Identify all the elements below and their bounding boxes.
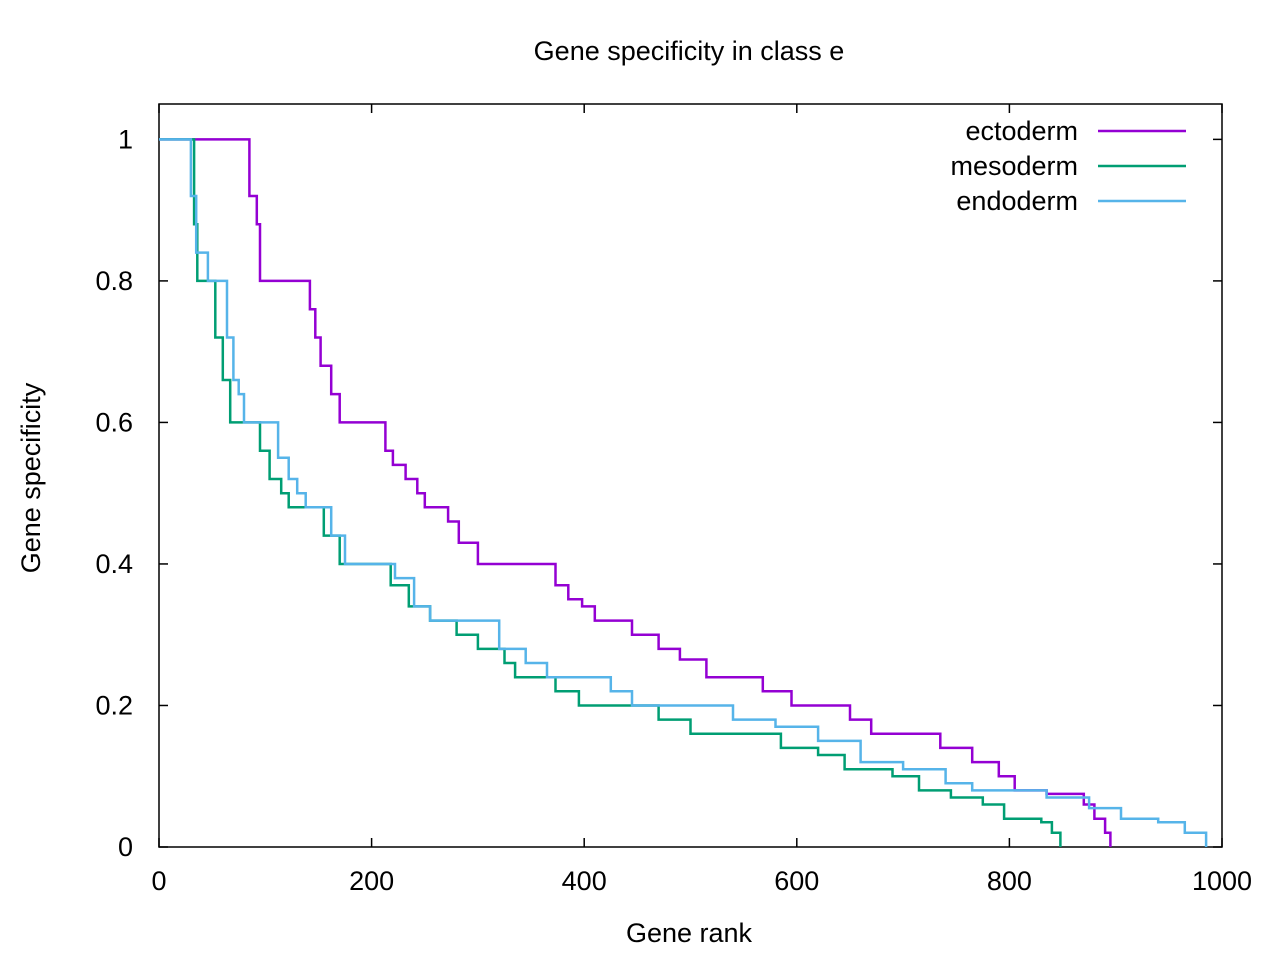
- plot-frame: [158, 103, 1223, 848]
- x-tick-label: 1000: [1192, 866, 1252, 896]
- x-tick-label: 600: [774, 866, 819, 896]
- x-tick-label: 800: [987, 866, 1032, 896]
- y-tick-label: 0.2: [95, 690, 133, 720]
- y-tick-label: 0: [118, 832, 133, 862]
- series-ectoderm-line: [159, 138, 1112, 847]
- y-tick-label: 0.8: [95, 266, 133, 296]
- x-tick-label: 400: [562, 866, 607, 896]
- y-axis-label: Gene specificity: [16, 382, 46, 573]
- axis-ticks: [158, 104, 1223, 848]
- series-endoderm-line: [159, 138, 1208, 847]
- x-axis-label: Gene rank: [626, 918, 753, 948]
- y-tick-label: 0.4: [95, 549, 133, 579]
- y-tick-label: 0.6: [95, 407, 133, 437]
- legend-label-ectoderm: ectoderm: [965, 116, 1078, 146]
- legend-label-mesoderm: mesoderm: [950, 151, 1078, 181]
- x-tick-label: 200: [349, 866, 394, 896]
- legend-label-endoderm: endoderm: [956, 186, 1078, 216]
- chart-title: Gene specificity in class e: [534, 36, 845, 66]
- series-layer: [159, 138, 1208, 847]
- y-tick-label: 1: [118, 124, 133, 154]
- legend: ectoderm mesoderm endoderm: [950, 116, 1186, 216]
- x-tick-label: 0: [151, 866, 166, 896]
- axis-tick-labels: 0 200 400 600 800 1000 0 0.2 0.4 0.6 0.8 1: [95, 124, 1252, 896]
- series-mesoderm-line: [159, 138, 1062, 847]
